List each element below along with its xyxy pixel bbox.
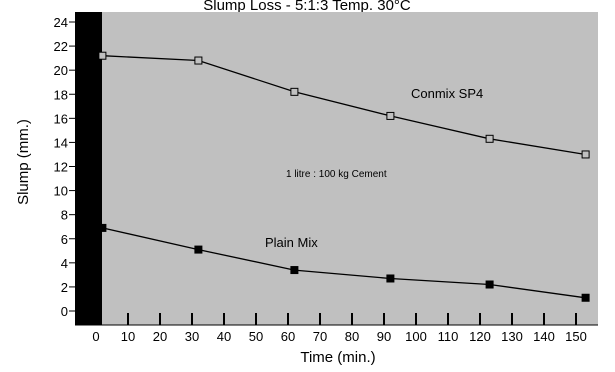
series-label-plain-mix: Plain Mix — [265, 235, 318, 250]
y-tick-label-10: 10 — [54, 184, 68, 199]
x-tick-label-100: 100 — [405, 329, 427, 344]
data-point-plain-mix-153 — [581, 293, 590, 302]
dosage-annotation: 1 litre : 100 kg Cement — [286, 169, 387, 180]
x-tick-label-60: 60 — [281, 329, 295, 344]
x-tick-label-150: 150 — [565, 329, 587, 344]
x-tick-label-120: 120 — [469, 329, 491, 344]
y-tick-label-2: 2 — [61, 280, 68, 295]
x-axis: 0 10 20 30 40 50 60 70 80 90 100 110 120 130 140 150 — [75, 313, 598, 344]
y-tick-label-16: 16 — [54, 111, 68, 126]
y-tick-label-14: 14 — [54, 135, 68, 150]
data-point-plain-mix-92 — [386, 274, 395, 283]
x-tick-label-130: 130 — [501, 329, 523, 344]
y-tick-label-18: 18 — [54, 87, 68, 102]
chart-title: Slump Loss - 5:1:3 Temp. 30°C — [203, 0, 411, 14]
x-tick-label-90: 90 — [377, 329, 391, 344]
x-tick-label-20: 20 — [153, 329, 167, 344]
data-point-plain-mix-32 — [194, 245, 203, 254]
x-tick-label-80: 80 — [345, 329, 359, 344]
x-tick-label-40: 40 — [217, 329, 231, 344]
y-tick-label-8: 8 — [61, 208, 68, 223]
y-tick-label-6: 6 — [61, 232, 68, 247]
x-tick-label-140: 140 — [533, 329, 555, 344]
data-point-plain-mix-123 — [485, 280, 494, 289]
data-point-conmix-sp4-62 — [290, 87, 299, 96]
y-axis-title: Slump (mm.) — [15, 119, 32, 205]
y-tick-label-12: 12 — [54, 160, 68, 175]
data-point-plain-mix-2 — [98, 223, 107, 232]
plot-left-band — [75, 12, 102, 325]
y-tick-label-24: 24 — [54, 15, 68, 30]
x-tick-label-70: 70 — [313, 329, 327, 344]
data-point-plain-mix-62 — [290, 266, 299, 275]
series-line-plain-mix — [102, 227, 586, 299]
series-label-conmix: Conmix SP4 — [411, 86, 483, 101]
y-tick-label-4: 4 — [61, 256, 68, 271]
x-tick-label-10: 10 — [121, 329, 135, 344]
y-tick-label-0: 0 — [61, 304, 68, 319]
data-point-conmix-sp4-2 — [98, 51, 107, 60]
x-tick-label-110: 110 — [438, 329, 459, 344]
series-line-conmix-sp4 — [102, 55, 586, 156]
x-tick-label-50: 50 — [249, 329, 263, 344]
plot-background — [75, 12, 598, 325]
data-point-conmix-sp4-92 — [386, 111, 395, 120]
series-layer — [98, 51, 590, 302]
y-tick-label-22: 22 — [54, 39, 68, 54]
x-tick-label-0: 0 — [92, 329, 99, 344]
data-point-conmix-sp4-123 — [485, 134, 494, 143]
x-axis-title: Time (min.) — [300, 349, 375, 366]
y-tick-label-20: 20 — [54, 63, 68, 78]
data-point-conmix-sp4-153 — [581, 150, 590, 159]
x-tick-label-30: 30 — [185, 329, 199, 344]
data-point-conmix-sp4-32 — [194, 56, 203, 65]
